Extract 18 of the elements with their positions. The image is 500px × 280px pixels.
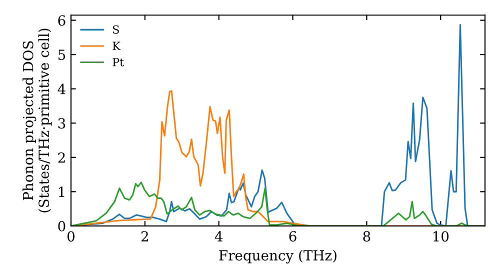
x-tick-label: 0 (67, 231, 74, 242)
y-tick-label: 4 (58, 84, 66, 94)
legend-label: Pt (112, 58, 124, 66)
x-tick-label: 6 (289, 231, 296, 242)
x-tick-label: 2 (141, 231, 148, 242)
legend-label: K (112, 42, 121, 50)
x-axis-title: Frequency (THz) (219, 250, 336, 264)
x-tick-label: 10 (434, 231, 449, 242)
y-tick-label: 5 (58, 50, 66, 60)
y-tick-label: 6 (58, 15, 66, 26)
legend-label: S (113, 25, 119, 34)
x-tick-label: 4 (214, 231, 223, 242)
y-axis-title: Phonon projected DOS (States/THz·primitive cell) (22, 28, 52, 212)
x-tick-label: 8 (363, 231, 370, 242)
y-tick-label: 2 (58, 152, 65, 163)
y-tick-label: 0 (58, 220, 66, 232)
y-tick-label: 1 (58, 186, 64, 197)
y-tick-label: 3 (58, 118, 66, 129)
